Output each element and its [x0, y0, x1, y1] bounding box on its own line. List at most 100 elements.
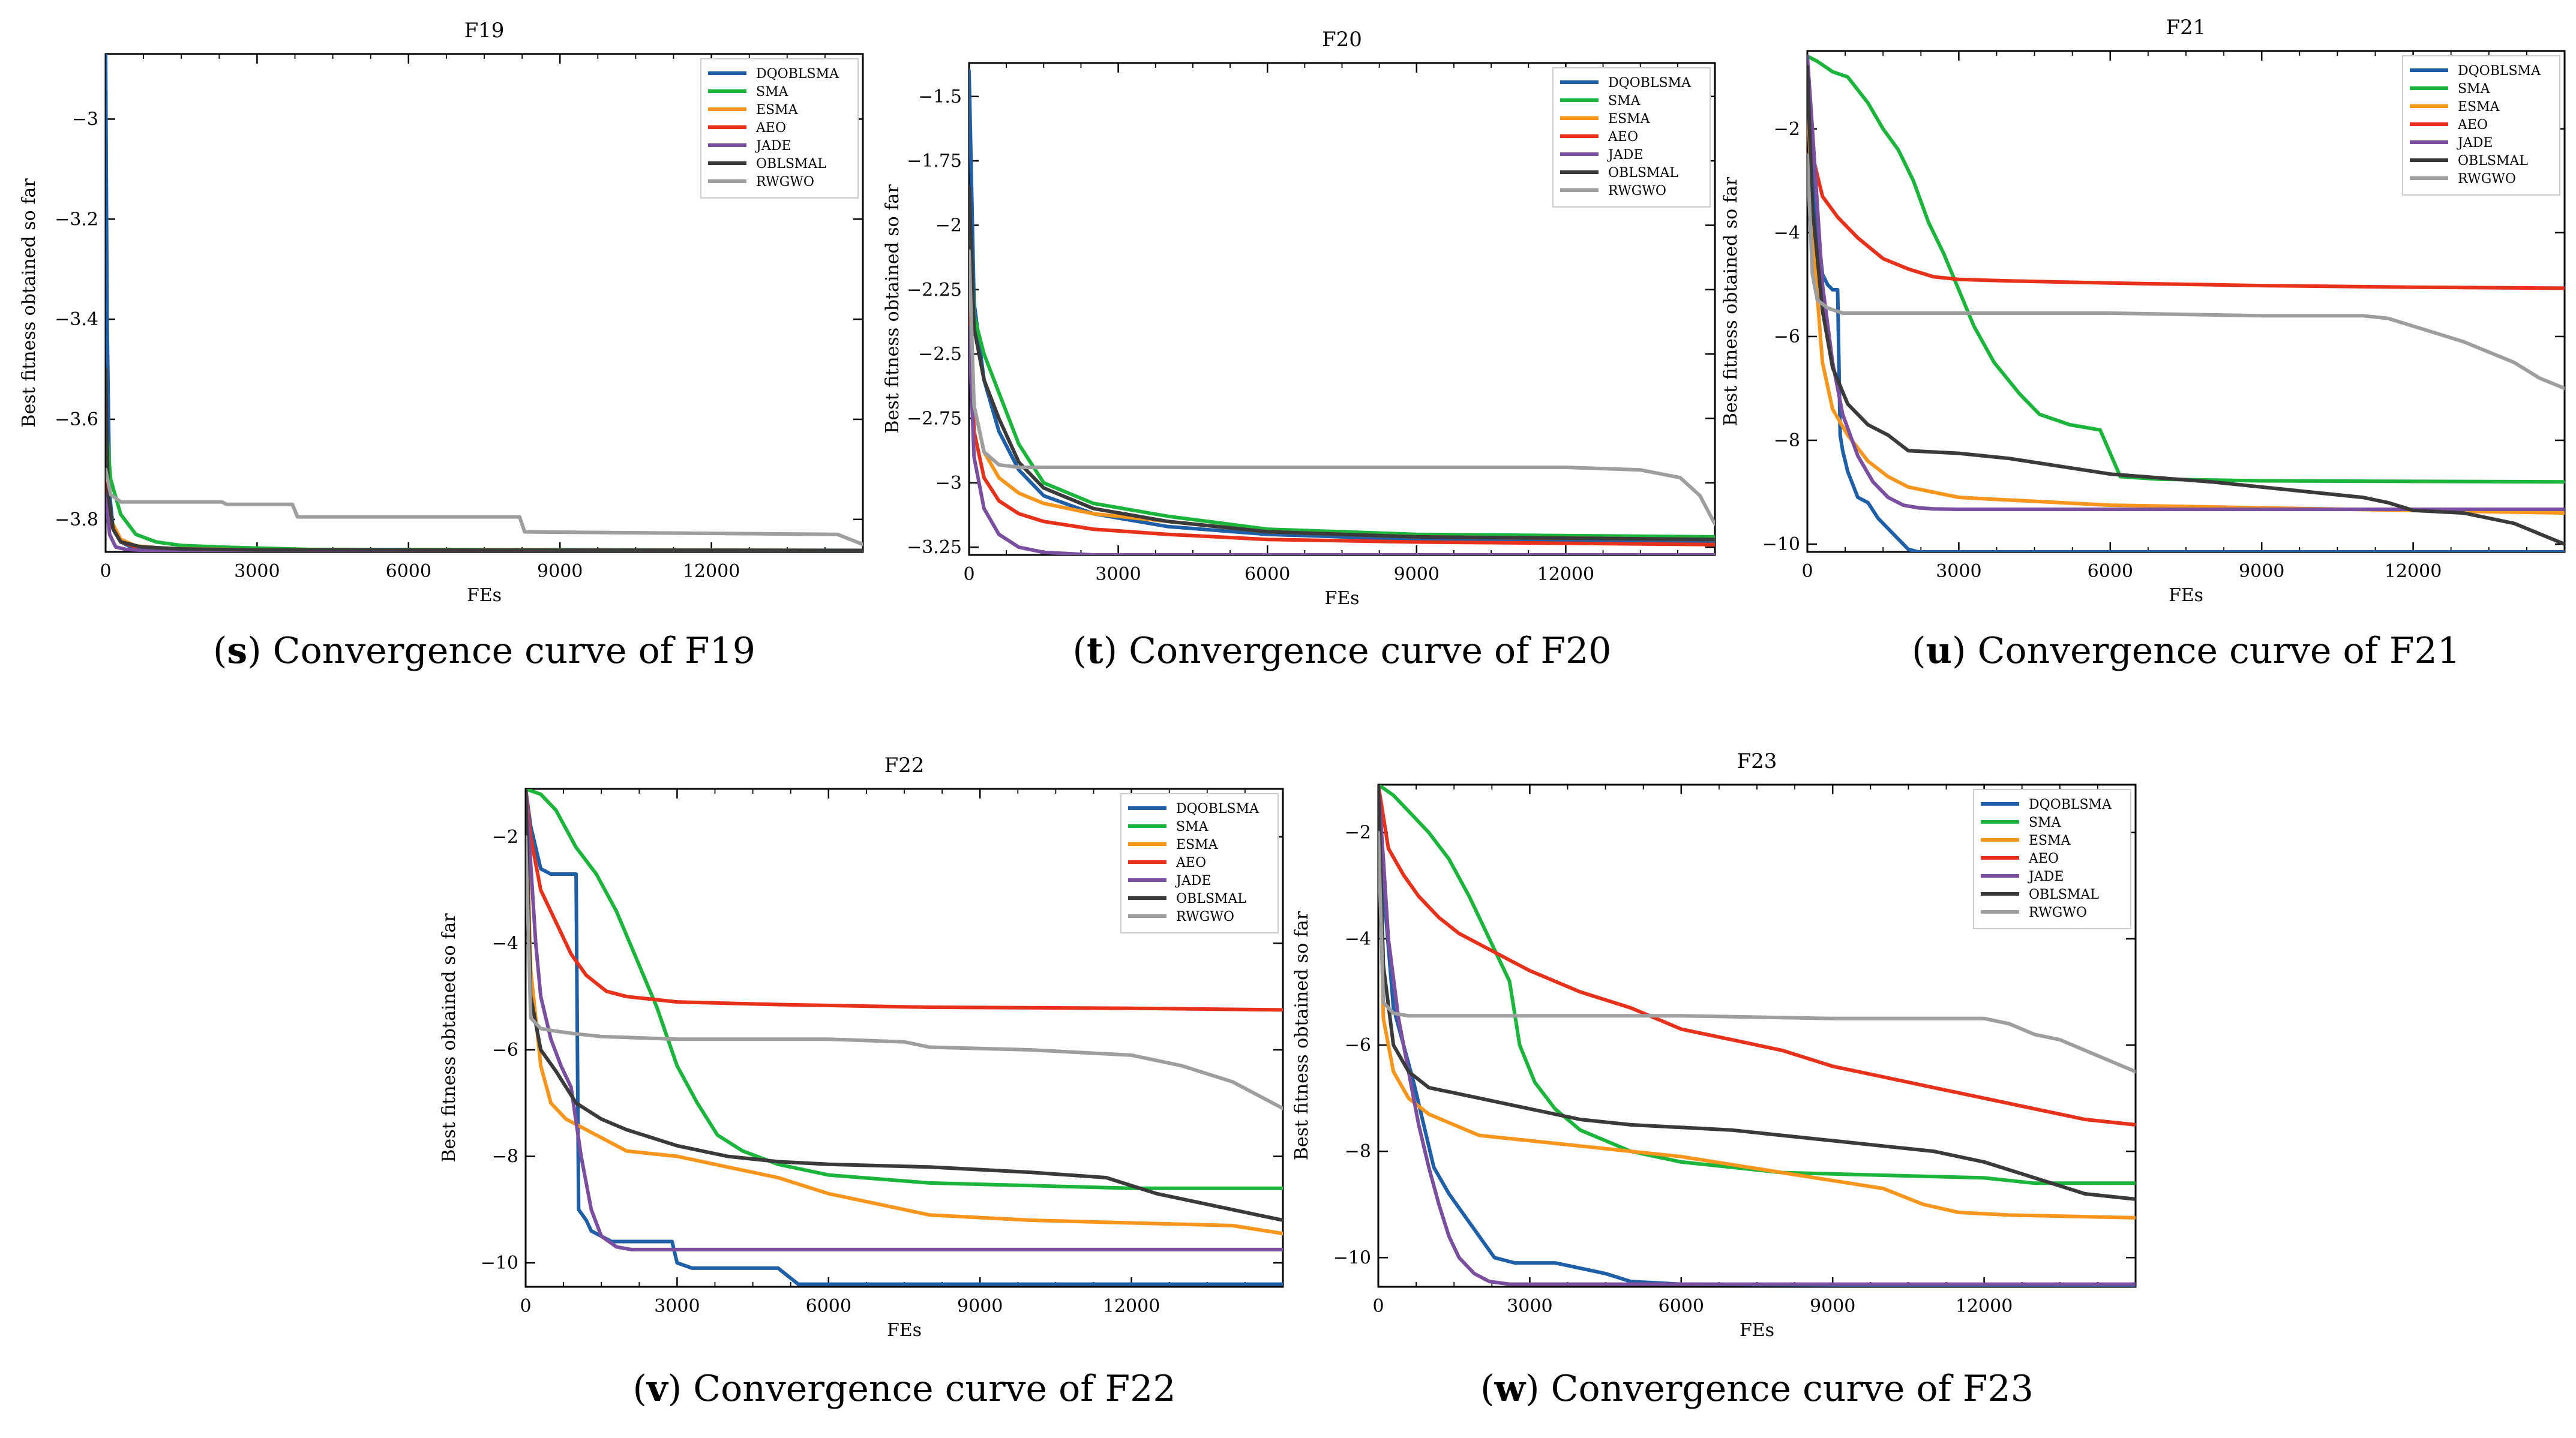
legend-label-sma: SMA — [1176, 819, 1209, 834]
y-tick-label: −4 — [1345, 929, 1371, 950]
chart-title: F23 — [1737, 749, 1777, 773]
legend-label-esma: ESMA — [1176, 837, 1219, 852]
y-tick-label: −3 — [72, 109, 98, 130]
y-tick-label: −3.2 — [55, 209, 98, 230]
chart-panel-f23: F23 0 3000 6000 9000 12000 −10 −8 −6 −4 −2 FEs Best … — [1291, 749, 2137, 1410]
series-line-aeo — [1807, 75, 2565, 290]
chart-panel-f21: F21 0 3000 6000 9000 12000 −10 −8 −6 −4 −2 FEs Best … — [1720, 16, 2566, 672]
y-tick-label: −10 — [481, 1253, 518, 1274]
x-tick-label: 12000 — [1956, 1296, 2013, 1317]
x-tick-label: 6000 — [386, 561, 431, 582]
y-tick-label: −3.25 — [907, 537, 962, 558]
y-tick-label: −1.75 — [907, 151, 962, 172]
y-tick-label: −2 — [492, 827, 518, 848]
legend: DQOBLSMA SMA ESMA AEO JADE OBLSMAL RWGWO — [1120, 793, 1279, 933]
series-line-oblsmal — [106, 367, 863, 552]
x-tick-label: 12000 — [683, 561, 740, 582]
y-tick-label: −6 — [1345, 1035, 1371, 1056]
legend: DQOBLSMA SMA ESMA AEO JADE OBLSMAL RWGWO — [2402, 55, 2560, 196]
legend-label-jade: JADE — [1607, 148, 1643, 163]
y-tick-label: −3.4 — [55, 309, 98, 330]
series-line-sma — [526, 789, 1283, 1190]
caption-letter: s — [227, 630, 247, 672]
legend-label-jade: JADE — [1175, 873, 1211, 888]
y-axis-label: Best fitness obtained so far — [19, 178, 40, 428]
x-axis-label: FEs — [467, 585, 502, 606]
legend-label-aeo: AEO — [1175, 855, 1206, 870]
series-line-oblsmal — [969, 185, 1715, 542]
x-axis-label: FEs — [887, 1320, 922, 1341]
y-tick-label: −3 — [935, 473, 962, 494]
legend-label-aeo: AEO — [2028, 851, 2059, 866]
y-tick-label: −2 — [1345, 822, 1371, 843]
panel-caption: (t) Convergence curve of F20 — [1073, 630, 1612, 672]
caption-text: ) Convergence curve of F19 — [247, 630, 755, 672]
legend-label-rwgwo: RWGWO — [2029, 905, 2087, 920]
chart-panel-f20: F20 0 3000 6000 9000 12000 −3.25 −3 −2.75 −2.5 −2.… — [882, 28, 1716, 672]
series-line-sma — [969, 197, 1715, 539]
y-tick-label: −6 — [492, 1040, 518, 1061]
panel-caption: (v) Convergence curve of F22 — [632, 1368, 1175, 1410]
series-line-esma — [1378, 785, 2136, 1220]
caption-text: ) Convergence curve of F23 — [1525, 1368, 2034, 1410]
series-line-dqoblsma — [1807, 75, 2565, 552]
chart-panel-f22: F22 0 3000 6000 9000 12000 −10 −8 −6 −4 −2 FEs Best … — [439, 753, 1284, 1410]
y-tick-label: −2 — [1774, 119, 1800, 140]
x-tick-label: 6000 — [806, 1296, 851, 1317]
x-tick-label: 3000 — [1936, 561, 1981, 582]
x-tick-label: 12000 — [1103, 1296, 1160, 1317]
legend-label-rwgwo: RWGWO — [2458, 172, 2516, 187]
series-group — [1807, 54, 2565, 552]
caption-text: ) Convergence curve of F20 — [1103, 630, 1612, 672]
series-line-rwgwo — [106, 467, 863, 547]
x-axis-label: FEs — [2169, 585, 2203, 606]
legend-label-sma: SMA — [2029, 815, 2062, 830]
caption-letter: v — [646, 1368, 669, 1410]
y-tick-label: −3.8 — [55, 509, 98, 530]
legend-label-rwgwo: RWGWO — [1608, 184, 1666, 199]
y-tick-label: −2 — [935, 215, 962, 236]
legend-label-esma: ESMA — [1608, 112, 1651, 127]
legend-label-esma: ESMA — [2029, 833, 2071, 848]
y-tick-label: −8 — [1774, 430, 1800, 451]
caption-letter: w — [1494, 1368, 1526, 1410]
legend-label-aeo: AEO — [755, 121, 786, 136]
legend-label-rwgwo: RWGWO — [1176, 909, 1234, 924]
x-tick-label: 9000 — [2239, 561, 2284, 582]
series-line-oblsmal — [1807, 65, 2565, 546]
series-line-rwgwo — [1378, 830, 2136, 1074]
y-axis-label: Best fitness obtained so far — [439, 913, 460, 1163]
legend-label-sma: SMA — [756, 85, 789, 100]
legend-label-esma: ESMA — [2458, 100, 2500, 115]
caption-letter: u — [1926, 630, 1953, 672]
legend-label-jade: JADE — [755, 139, 791, 154]
x-tick-label: 3000 — [1095, 564, 1141, 585]
x-tick-label: 3000 — [1507, 1296, 1552, 1317]
panel-caption: (u) Convergence curve of F21 — [1912, 630, 2460, 672]
y-axis-label: Best fitness obtained so far — [1291, 911, 1312, 1160]
y-tick-label: −8 — [492, 1146, 518, 1167]
legend-label-sma: SMA — [1608, 94, 1641, 109]
series-line-rwgwo — [1807, 153, 2565, 391]
legend: DQOBLSMA SMA ESMA AEO JADE OBLSMAL RWGWO — [1973, 789, 2131, 929]
series-group — [1378, 785, 2136, 1287]
series-line-sma — [106, 417, 863, 552]
series-line-jade — [526, 789, 1283, 1251]
caption-text: ) Convergence curve of F21 — [1952, 630, 2460, 672]
legend-label-dqoblsma: DQOBLSMA — [2458, 64, 2541, 79]
series-line-aeo — [969, 301, 1715, 547]
series-line-esma — [526, 789, 1283, 1236]
chart-title: F19 — [464, 19, 505, 43]
series-line-esma — [106, 467, 863, 552]
y-axis-label: Best fitness obtained so far — [1720, 176, 1741, 426]
x-axis-label: FEs — [1740, 1320, 1774, 1341]
legend: DQOBLSMA SMA ESMA AEO JADE OBLSMAL RWGWO — [1552, 67, 1711, 208]
y-tick-label: −2.5 — [918, 344, 962, 365]
y-tick-label: −3.6 — [55, 409, 98, 430]
legend-label-oblsmal: OBLSMAL — [756, 157, 826, 172]
y-tick-label: −10 — [1762, 534, 1800, 555]
legend-label-dqoblsma: DQOBLSMA — [1176, 801, 1259, 816]
legend-label-dqoblsma: DQOBLSMA — [1608, 76, 1692, 91]
series-line-aeo — [526, 789, 1283, 1012]
